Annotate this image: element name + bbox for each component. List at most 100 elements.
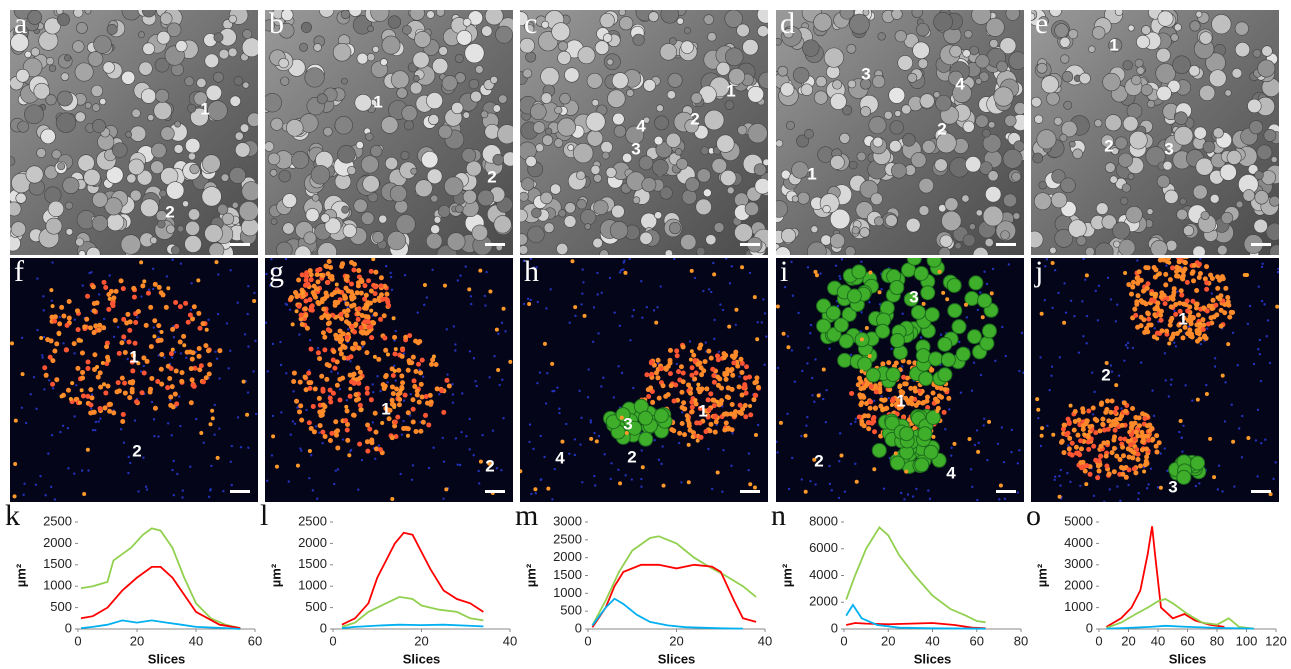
cell — [793, 67, 809, 83]
blue-cell — [593, 475, 595, 477]
cell — [414, 31, 430, 47]
blue-cell — [719, 303, 721, 305]
blue-cell — [721, 491, 723, 493]
orange-cell — [668, 371, 673, 376]
cell — [1201, 211, 1209, 219]
orange-dot — [502, 307, 506, 311]
blue-cell — [1065, 312, 1067, 314]
blue-cell — [1164, 352, 1166, 354]
orange-cell — [316, 350, 321, 355]
orange-dot — [1196, 398, 1200, 402]
orange-dot — [371, 257, 375, 261]
orange-cell — [935, 399, 940, 404]
orange-cell — [159, 382, 164, 387]
cell — [494, 216, 512, 234]
cell — [1209, 70, 1226, 87]
orange-cell — [159, 290, 164, 295]
blue-cell — [342, 438, 344, 440]
orange-cell — [359, 325, 364, 330]
y-tick-label: 0 — [320, 620, 327, 635]
annotation: 1 — [726, 81, 735, 100]
orange-dot — [1215, 295, 1219, 299]
cell — [185, 236, 202, 253]
cell — [139, 62, 152, 75]
blue-cell — [1017, 462, 1019, 464]
cell — [533, 122, 545, 134]
blue-cell — [1017, 491, 1019, 493]
blue-cell — [265, 321, 267, 323]
x-tick-label: 100 — [1236, 633, 1258, 648]
blue-cell — [208, 496, 210, 498]
blue-cell — [210, 465, 212, 467]
blue-cell — [51, 300, 53, 302]
blue-cell — [1258, 285, 1260, 287]
orange-cell — [871, 415, 876, 420]
cell — [696, 247, 705, 256]
orange-cell — [1141, 289, 1146, 294]
cell — [696, 199, 712, 215]
blue-cell — [23, 483, 25, 485]
orange-cell — [369, 269, 374, 274]
orange-cell — [1137, 269, 1142, 274]
green-cell — [947, 278, 961, 292]
cell — [1258, 60, 1275, 77]
cell — [541, 67, 559, 85]
cell — [1060, 178, 1075, 193]
blue-cell — [51, 434, 53, 436]
orange-dot — [478, 269, 482, 273]
orange-dot — [101, 361, 105, 365]
orange-cell — [357, 442, 362, 447]
series-line — [846, 527, 985, 622]
blue-cell — [21, 407, 23, 409]
blue-cell — [593, 432, 595, 434]
blue-cell — [416, 311, 418, 313]
blue-cell — [48, 379, 50, 381]
blue-cell — [1048, 389, 1050, 391]
orange-cell — [1133, 415, 1138, 420]
orange-dot — [740, 265, 744, 269]
orange-cell — [674, 348, 679, 353]
x-axis-label: Slices — [914, 651, 952, 666]
blue-cell — [1082, 258, 1084, 260]
blue-cell — [153, 326, 155, 328]
blue-cell — [640, 280, 642, 282]
orange-dot — [1036, 408, 1040, 412]
orange-cell — [1119, 465, 1124, 470]
orange-cell — [344, 277, 349, 282]
orange-cell — [1083, 469, 1088, 474]
blue-cell — [529, 423, 531, 425]
cell — [388, 16, 401, 29]
blue-cell — [171, 434, 173, 436]
cell — [1068, 29, 1078, 39]
green-cell — [948, 304, 962, 318]
cell — [564, 68, 579, 83]
orange-dot — [1231, 440, 1235, 444]
orange-cell — [1160, 328, 1165, 333]
y-tick-label: 500 — [560, 603, 582, 618]
cell — [202, 155, 220, 173]
cell — [1193, 185, 1207, 199]
blue-cell — [625, 474, 627, 476]
cell — [41, 129, 56, 144]
blue-cell — [185, 357, 187, 359]
blue-cell — [163, 356, 165, 358]
blue-cell — [1218, 464, 1220, 466]
blue-cell — [678, 442, 680, 444]
blue-cell — [123, 442, 125, 444]
blue-cell — [551, 498, 553, 500]
orange-cell — [179, 379, 184, 384]
orange-cell — [1190, 271, 1195, 276]
blue-cell — [386, 381, 388, 383]
cell — [587, 73, 602, 88]
orange-cell — [390, 384, 395, 389]
orange-cell — [1070, 441, 1075, 446]
orange-cell — [1142, 434, 1147, 439]
blue-cell — [590, 421, 592, 423]
orange-cell — [420, 358, 425, 363]
annotation: 1 — [373, 92, 382, 111]
orange-cell — [722, 355, 727, 360]
blue-cell — [597, 332, 599, 334]
orange-dot — [890, 403, 894, 407]
blue-cell — [530, 493, 532, 495]
orange-cell — [133, 341, 138, 346]
